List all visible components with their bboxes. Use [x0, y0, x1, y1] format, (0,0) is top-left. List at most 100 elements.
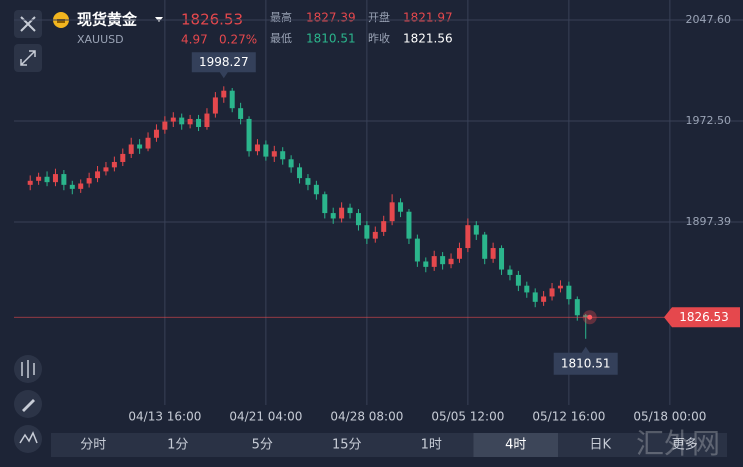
pencil-icon: [22, 399, 35, 412]
candle-body: [313, 184, 319, 195]
candle-body: [372, 231, 378, 239]
tab[interactable]: 1时: [421, 438, 442, 453]
y-tick-label: 2047.60: [686, 13, 732, 26]
candle-body: [482, 234, 488, 259]
candle-body: [557, 285, 563, 289]
candle-body: [423, 261, 429, 267]
candle-body: [238, 108, 244, 119]
tab[interactable]: 4时: [505, 438, 526, 453]
candle-body: [583, 315, 589, 318]
watermark: 汇外网: [636, 427, 720, 460]
symbol: XAUUSD: [77, 33, 124, 46]
candle-body: [355, 213, 361, 226]
tabs: 分时 1分 5分 15分 1时 4时 日K 更多: [80, 433, 698, 457]
candle-body: [179, 117, 185, 125]
candle-body: [305, 178, 311, 185]
tab[interactable]: 分时: [80, 438, 106, 453]
low-label: 1810.51: [561, 356, 611, 370]
candle-body: [507, 269, 513, 275]
candle-body: [297, 167, 303, 179]
tab[interactable]: 日K: [589, 438, 611, 453]
candle-body: [549, 288, 555, 297]
candle-body: [490, 248, 496, 259]
candle-body: [196, 118, 202, 128]
candle-body: [456, 248, 462, 259]
candle-body: [254, 144, 260, 152]
candle-body: [52, 174, 58, 183]
candle-body: [574, 299, 580, 316]
last-price-dot: [587, 314, 593, 320]
candle-body: [465, 225, 471, 249]
candle-body: [246, 118, 252, 152]
x-tick-label: 04/21 04:00: [229, 410, 302, 424]
candle-body: [221, 90, 227, 98]
high-callout: [191, 52, 256, 79]
candle-body: [532, 292, 538, 302]
expand-icon: [20, 50, 36, 66]
candle-body: [162, 121, 168, 130]
candle-body: [263, 144, 269, 157]
chart-type-icon: [21, 360, 35, 378]
candle-body: [170, 117, 176, 122]
candle-body: [330, 213, 336, 219]
close-icon: [20, 16, 36, 32]
tab[interactable]: 15分: [332, 438, 362, 453]
candle-body: [229, 90, 235, 109]
candle-body: [187, 118, 193, 125]
tab[interactable]: 更多: [672, 437, 698, 453]
gold-bar: [57, 19, 65, 23]
candle-body: [280, 151, 286, 160]
candle-body: [69, 184, 75, 189]
tab[interactable]: 5分: [252, 438, 273, 453]
x-tick-label: 04/28 08:00: [330, 410, 403, 424]
candle-body: [145, 137, 151, 149]
candle-body: [389, 202, 395, 222]
x-tick-label: 04/13 16:00: [128, 410, 201, 424]
stat-value: 1810.51: [306, 32, 356, 46]
y-tick-label: 1897.39: [686, 215, 732, 228]
candle-body: [103, 167, 109, 172]
candle-body: [271, 151, 277, 157]
candle-body: [288, 159, 294, 168]
price-tag-label: 1826.53: [679, 310, 729, 324]
candle-body: [566, 285, 572, 300]
candle-body: [515, 274, 521, 286]
candle-body: [364, 225, 370, 239]
change-pct: 0.27%: [219, 33, 257, 47]
candle-body: [36, 176, 42, 181]
candle-body: [347, 207, 353, 214]
candle-body: [381, 221, 387, 232]
candle-body: [78, 183, 84, 189]
tab[interactable]: 1分: [167, 438, 188, 453]
tab-active-bg: [473, 433, 558, 457]
candle-body: [322, 194, 328, 214]
candle-body: [406, 211, 412, 239]
candle-body: [524, 285, 530, 293]
high-label: 1998.27: [199, 55, 249, 69]
stat-label: 最低: [270, 32, 292, 45]
candle-body: [120, 153, 126, 162]
candle-body: [339, 207, 345, 219]
x-tick-label: 05/05 12:00: [431, 410, 504, 424]
y-tick-label: 1972.50: [686, 114, 732, 127]
candle-body: [541, 296, 547, 302]
candle-body: [111, 161, 117, 168]
stat-value: 1827.39: [306, 11, 356, 25]
low-callout: [553, 346, 618, 375]
candle-body: [448, 258, 454, 265]
candle-body: [153, 129, 159, 138]
candle-body: [95, 171, 101, 179]
stat-label: 开盘: [368, 10, 390, 24]
stat-label: 最高: [270, 10, 292, 24]
change: 4.97: [181, 33, 208, 47]
x-tick-label: 05/18 00:00: [633, 410, 706, 424]
stat-label: 昨收: [368, 31, 390, 45]
toolbar: [51, 433, 727, 457]
price-tag: [664, 307, 740, 328]
indicator-icon: [19, 431, 38, 444]
candle-body: [398, 202, 404, 212]
stat-value: 1821.97: [403, 11, 453, 25]
candle-body: [212, 97, 218, 114]
candle-body: [44, 176, 50, 183]
